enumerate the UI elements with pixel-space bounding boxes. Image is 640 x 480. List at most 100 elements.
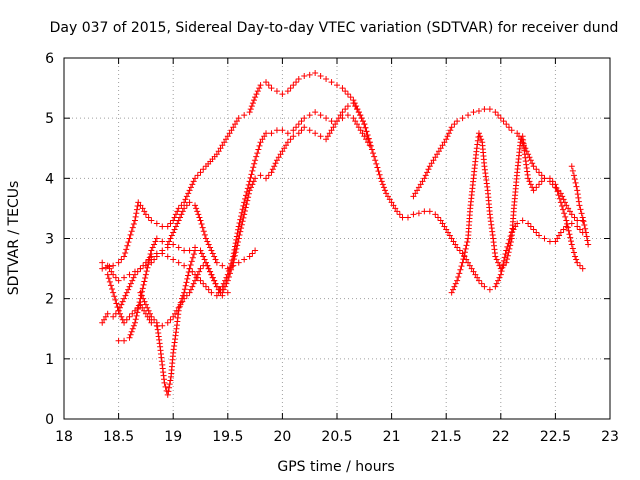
data-point [181, 262, 188, 269]
data-point [108, 268, 115, 275]
data-point [566, 231, 573, 238]
data-point [247, 174, 254, 181]
data-point [428, 160, 435, 167]
data-point [576, 262, 583, 269]
data-point [230, 262, 237, 269]
series-track-7 [448, 130, 586, 296]
data-point [572, 179, 579, 186]
data-point [576, 226, 583, 233]
data-point [183, 193, 190, 200]
data-point [126, 334, 133, 341]
data-point [244, 185, 251, 192]
data-point [521, 142, 528, 149]
data-point [133, 206, 140, 213]
data-point [111, 293, 118, 300]
data-point [505, 249, 512, 256]
data-point [177, 301, 184, 308]
data-point [492, 283, 499, 290]
data-point [252, 94, 259, 101]
data-point [279, 148, 286, 155]
series-track-4 [115, 199, 259, 344]
data-point [140, 295, 147, 302]
data-point [118, 313, 125, 320]
data-point [437, 145, 444, 152]
data-point [113, 300, 120, 307]
data-point [104, 310, 111, 317]
data-point [252, 247, 259, 254]
data-point [172, 310, 179, 317]
data-point [563, 217, 570, 224]
data-point [197, 217, 204, 224]
data-point [584, 237, 591, 244]
data-point [374, 164, 381, 171]
data-point [379, 181, 386, 188]
data-point [559, 193, 566, 200]
data-point [140, 281, 147, 288]
data-point [332, 121, 339, 128]
data-point [141, 208, 148, 215]
data-point [530, 226, 537, 233]
data-point [572, 253, 579, 260]
data-point [202, 283, 209, 290]
x-tick-label: 21.5 [431, 429, 462, 445]
data-point [172, 211, 179, 218]
data-point [464, 238, 471, 245]
data-point [127, 231, 134, 238]
data-point [364, 139, 371, 146]
data-point [196, 268, 203, 275]
data-point [354, 106, 361, 113]
data-point [323, 115, 330, 122]
data-point [568, 241, 575, 248]
data-point [506, 245, 513, 252]
data-point [235, 259, 242, 266]
data-point [248, 103, 255, 110]
data-point [430, 157, 437, 164]
data-point [192, 202, 199, 209]
data-point [279, 91, 286, 98]
data-point [412, 190, 419, 197]
data-point [146, 257, 153, 264]
data-point [457, 266, 464, 273]
data-point [295, 130, 302, 137]
data-point [179, 298, 186, 305]
data-point [452, 280, 459, 287]
data-point [450, 286, 457, 293]
data-point [492, 109, 499, 116]
data-point [241, 199, 248, 206]
data-point [123, 289, 130, 296]
data-point [579, 214, 586, 221]
data-point [263, 175, 270, 182]
data-point [478, 136, 485, 143]
data-point [139, 285, 146, 292]
data-point [147, 250, 154, 257]
data-point [339, 85, 346, 92]
data-point [507, 242, 514, 249]
data-point [234, 230, 241, 237]
data-point [250, 164, 257, 171]
data-point [254, 88, 261, 95]
data-point [410, 211, 417, 218]
data-point [138, 292, 145, 299]
data-point [194, 208, 201, 215]
data-point [167, 235, 174, 242]
data-point [465, 112, 472, 119]
data-point [421, 175, 428, 182]
data-point [205, 286, 212, 293]
data-point [422, 172, 429, 179]
data-point [177, 214, 184, 221]
data-point [328, 79, 335, 86]
data-point [130, 274, 137, 281]
data-point [263, 130, 270, 137]
data-point [123, 316, 130, 323]
data-point [328, 118, 335, 125]
data-point [290, 82, 297, 89]
data-point [414, 187, 421, 194]
data-point [554, 235, 561, 242]
data-point [468, 265, 475, 272]
data-point [121, 295, 128, 302]
data-point [257, 172, 264, 179]
data-point [209, 274, 216, 281]
data-point [574, 217, 581, 224]
data-point [474, 141, 481, 148]
data-point [317, 112, 324, 119]
